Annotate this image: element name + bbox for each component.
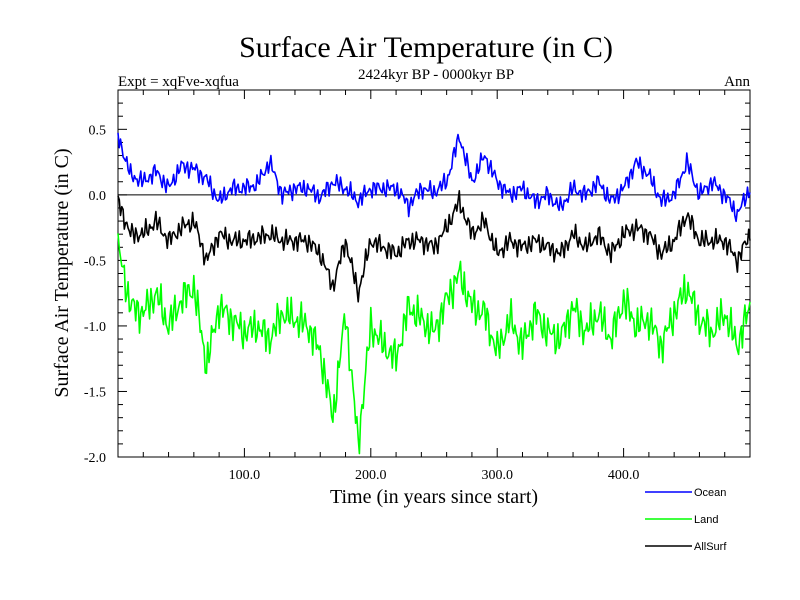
x-axis-label: Time (in years since start) [330,486,538,508]
legend-label-ocean: Ocean [694,487,726,499]
y-axis-label: Surface Air Temperature (in C) [51,148,73,397]
legend: Ocean Land AllSurf [645,487,727,553]
legend-label-allsurf: AllSurf [694,541,727,553]
legend-label-land: Land [694,514,718,526]
x-tick-label: 300.0 [481,468,513,483]
series-lines [117,132,751,455]
series-line-ocean [117,132,751,223]
x-tick-label: 100.0 [229,468,261,483]
x-axis-ticks: 100.0 200.0 300.0 400.0 [142,90,726,483]
y-axis-ticks: 0.5 0.0 -0.5 -1.0 -1.5 -2.0 [84,89,750,466]
series-line-allsurf [117,190,751,303]
chart-subtitle: 2424kyr BP - 0000kyr BP [358,67,514,83]
y-tick-label: 0.0 [89,189,107,204]
y-tick-label: 0.5 [89,123,107,138]
plot-area: 100.0 200.0 300.0 400.0 0.5 0.0 -0.5 -1.0 -1.5 -… [84,89,751,483]
x-tick-label: 200.0 [355,468,387,483]
chart-title: Surface Air Temperature (in C) [239,31,613,64]
series-line-land [117,233,751,455]
season-label: Ann [724,74,750,90]
plot-frame [117,89,751,458]
x-tick-label: 400.0 [608,468,640,483]
y-tick-label: -1.0 [84,320,106,335]
experiment-label: Expt = xqFve-xqfua [118,74,239,90]
y-tick-label: -2.0 [84,451,106,466]
y-tick-label: -1.5 [84,385,106,400]
y-tick-label: -0.5 [84,254,106,269]
